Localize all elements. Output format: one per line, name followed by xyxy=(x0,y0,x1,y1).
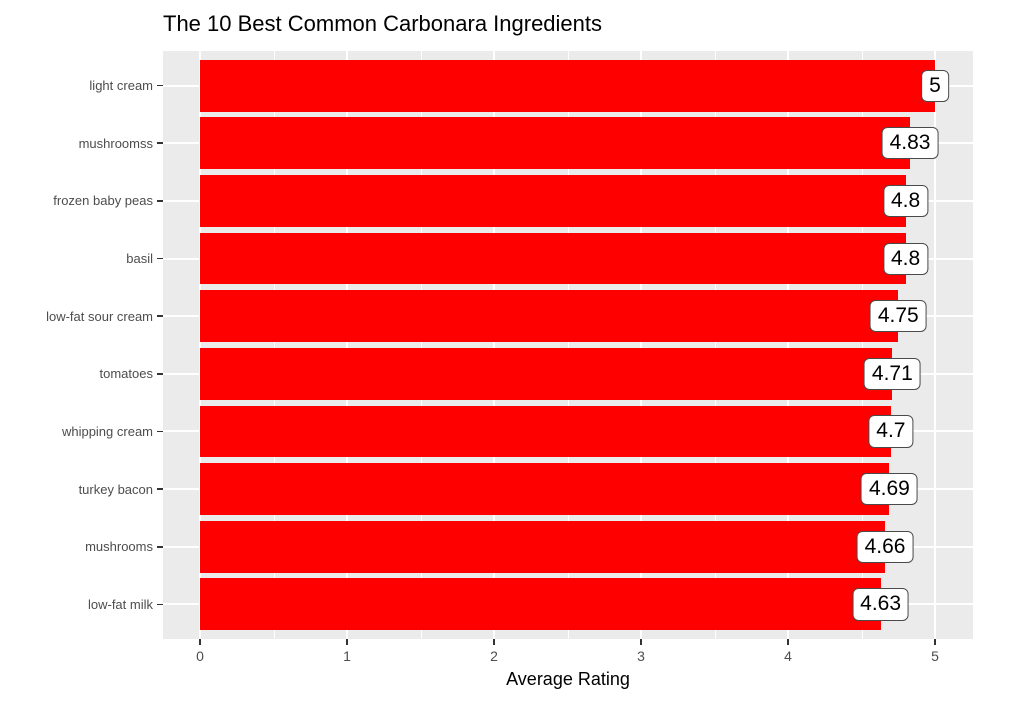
gridline-minor xyxy=(567,51,569,639)
y-axis-tick-label: mushroomss xyxy=(78,135,153,151)
gridline-major xyxy=(934,51,936,639)
x-axis-title: Average Rating xyxy=(506,669,630,689)
gridline-major xyxy=(346,51,348,639)
gridline-minor xyxy=(861,51,863,639)
plot-panel: 5 4.83 4.8 4.8 4.75 4.71 4.7 4.69 4.66 4.63 xyxy=(163,51,973,639)
x-tick-mark xyxy=(199,639,201,645)
y-axis-tick-label: mushrooms xyxy=(85,539,153,555)
bar-value-label: 4.75 xyxy=(869,300,927,333)
x-axis-tick-label: 3 xyxy=(637,648,645,664)
x-axis-tick-label: 4 xyxy=(784,648,792,664)
bar-value-label: 4.66 xyxy=(856,530,914,563)
bar-value-label: 4.63 xyxy=(852,588,910,621)
x-tick-mark xyxy=(934,639,936,645)
bar-value-label: 4.7 xyxy=(868,415,914,448)
x-axis-tick-label: 2 xyxy=(490,648,498,664)
bar xyxy=(200,174,906,227)
y-tick-mark xyxy=(157,257,163,260)
y-axis-tick-label: frozen baby peas xyxy=(53,193,153,209)
bar xyxy=(200,59,935,112)
gridline-minor xyxy=(273,51,275,639)
gridline-minor xyxy=(420,51,422,639)
gridline-major xyxy=(787,51,789,639)
y-tick-mark xyxy=(157,603,163,606)
bar xyxy=(200,520,886,573)
bar xyxy=(200,290,899,343)
y-axis-tick-label: whipping cream xyxy=(61,423,153,439)
gridline-major xyxy=(493,51,495,639)
y-tick-mark xyxy=(157,315,163,317)
y-axis-tick-label: turkey bacon xyxy=(78,481,153,497)
bar-value-label: 4.71 xyxy=(863,357,921,390)
y-tick-mark xyxy=(157,546,163,548)
gridline-minor xyxy=(714,51,716,639)
x-axis-tick-label: 1 xyxy=(343,648,351,664)
y-tick-mark xyxy=(157,430,163,433)
y-tick-mark xyxy=(157,373,163,375)
x-axis-tick-label: 0 xyxy=(196,648,204,664)
x-tick-mark xyxy=(787,639,789,645)
y-tick-mark xyxy=(157,84,163,87)
bar-value-label: 4.83 xyxy=(881,127,939,160)
chart-title: The 10 Best Common Carbonara Ingredients xyxy=(163,11,603,36)
y-axis-tick-label: basil xyxy=(126,251,153,267)
y-axis-tick-label: light cream xyxy=(89,78,153,94)
bar xyxy=(200,117,910,170)
x-tick-mark xyxy=(640,639,642,645)
x-axis-tick-label: 5 xyxy=(931,648,939,664)
bar-value-label: 4.8 xyxy=(882,242,929,275)
y-axis-tick-label: tomatoes xyxy=(99,366,153,382)
x-tick-mark xyxy=(493,639,495,645)
bar xyxy=(200,463,890,516)
y-tick-mark xyxy=(157,200,163,202)
bar-value-label: 4.8 xyxy=(882,184,929,217)
y-tick-mark xyxy=(157,488,163,490)
y-tick-mark xyxy=(157,142,163,144)
y-axis-tick-label: low-fat milk xyxy=(87,596,153,612)
gridline-major xyxy=(199,51,201,639)
x-tick-mark xyxy=(346,639,348,645)
gridline-major xyxy=(640,51,642,639)
bar xyxy=(200,347,893,400)
bar xyxy=(200,578,881,631)
bar xyxy=(200,232,906,285)
bar-value-label: 5 xyxy=(921,69,949,102)
bar-value-label: 4.69 xyxy=(860,473,918,506)
y-axis-tick-label: low-fat sour cream xyxy=(46,308,153,324)
bar xyxy=(200,405,891,458)
